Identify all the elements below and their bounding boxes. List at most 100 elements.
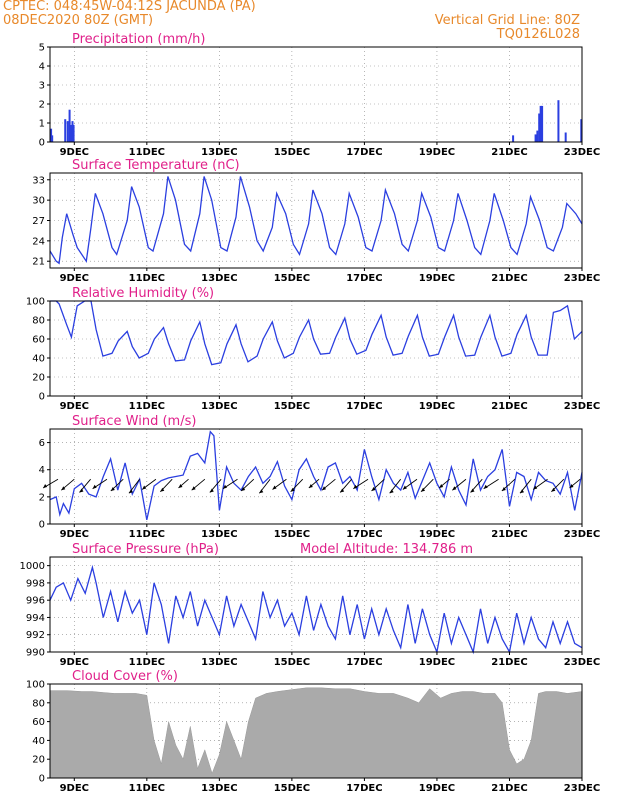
panel-4: 990 992 994 996 998 1000 9DEC 11DEC 13DEC 15DEC 17…	[20, 542, 601, 668]
y-tick-label: 996	[26, 596, 45, 607]
x-tick-label: 17DEC	[346, 273, 382, 284]
vertical-grid-note: Vertical Grid Line: 80Z	[434, 13, 580, 28]
y-tick-label: 40	[32, 736, 45, 747]
wind-arrowhead	[61, 486, 66, 491]
x-tick-label: 23DEC	[564, 401, 600, 412]
y-tick-label: 2	[39, 100, 45, 111]
x-tick-label: 13DEC	[201, 273, 237, 284]
wind-arrowhead	[402, 485, 407, 490]
panel-1: 21 24 27 30 33 9DEC 11DEC 13DEC 15DEC 17DEC 19DEC 2…	[32, 158, 600, 284]
x-tick-label: 23DEC	[564, 529, 600, 540]
model-id: TQ0126L028	[496, 27, 580, 42]
x-tick-label: 15DEC	[274, 529, 310, 540]
series-line	[49, 176, 583, 265]
y-tick-label: 33	[32, 175, 45, 186]
wind-arrowhead	[241, 486, 246, 491]
precip-bar	[564, 132, 567, 142]
y-tick-label: 30	[32, 196, 45, 207]
precip-bar	[72, 124, 75, 142]
panel-title: Surface Wind (m/s)	[72, 414, 196, 429]
x-tick-label: 19DEC	[419, 783, 455, 794]
x-tick-label: 19DEC	[419, 147, 455, 158]
panel-5: 0 20 40 60 80 100 9DEC 11DEC 13DEC 15DEC 17DEC 19DE…	[26, 669, 600, 794]
series-line	[49, 430, 583, 521]
run-date: 08DEC2020 80Z (GMT)	[3, 13, 154, 28]
x-tick-label: 11DEC	[129, 783, 165, 794]
y-tick-label: 5	[39, 43, 45, 54]
station-header: CPTEC: 048:45W-04:12S JACUNDA (PA)	[3, 0, 256, 14]
wind-arrowhead	[371, 486, 376, 491]
wind-arrowhead	[222, 484, 227, 489]
wind-arrowhead	[209, 488, 214, 493]
y-tick-label: 60	[32, 335, 45, 346]
y-tick-label: 60	[32, 717, 45, 728]
x-tick-label: 13DEC	[201, 147, 237, 158]
x-tick-label: 9DEC	[60, 273, 89, 284]
precip-bar	[534, 134, 537, 142]
model-altitude: Model Altitude: 134.786 m	[300, 542, 473, 557]
wind-arrowhead	[340, 488, 345, 493]
precip-bar	[50, 128, 53, 142]
y-tick-label: 992	[26, 630, 45, 641]
x-tick-label: 17DEC	[346, 147, 382, 158]
x-tick-label: 9DEC	[60, 657, 89, 668]
wind-arrowhead	[439, 483, 444, 488]
wind-arrowhead	[322, 486, 327, 491]
x-tick-label: 11DEC	[129, 401, 165, 412]
x-tick-label: 23DEC	[564, 783, 600, 794]
y-tick-label: 100	[26, 297, 45, 308]
wind-arrowhead	[142, 485, 147, 490]
wind-arrowhead	[160, 487, 165, 492]
x-tick-label: 17DEC	[346, 783, 382, 794]
x-tick-label: 17DEC	[346, 657, 382, 668]
precip-bar	[538, 113, 541, 142]
y-tick-label: 4	[39, 62, 45, 73]
panel-title: Surface Pressure (hPa)	[72, 542, 219, 557]
cloud-cover-area	[49, 687, 583, 779]
wind-arrowhead	[551, 487, 556, 492]
wind-arrowhead	[290, 487, 295, 492]
panel-title: Precipitation (mm/h)	[72, 32, 205, 47]
panel-frame	[49, 428, 583, 525]
wind-arrowhead	[533, 485, 538, 490]
y-tick-label: 4	[39, 465, 45, 476]
x-tick-label: 11DEC	[129, 273, 165, 284]
precip-bar	[536, 130, 539, 142]
x-tick-label: 11DEC	[129, 657, 165, 668]
precip-bar	[64, 119, 67, 142]
wind-arrowhead	[272, 485, 277, 490]
y-tick-label: 3	[39, 81, 45, 92]
panel-0: 0 1 2 3 4 5 9DEC 11DEC 13DEC 15DEC 17DEC 19DEC 21DEC…	[39, 32, 601, 158]
x-tick-label: 21DEC	[491, 147, 527, 158]
x-tick-label: 11DEC	[129, 529, 165, 540]
x-tick-label: 15DEC	[274, 401, 310, 412]
precip-bar	[580, 119, 583, 142]
wind-arrowhead	[43, 483, 48, 488]
wind-arrowhead	[110, 486, 115, 491]
x-tick-label: 17DEC	[346, 529, 382, 540]
x-tick-label: 15DEC	[274, 657, 310, 668]
x-tick-label: 21DEC	[491, 657, 527, 668]
x-tick-label: 15DEC	[274, 273, 310, 284]
x-tick-label: 19DEC	[419, 273, 455, 284]
wind-arrowhead	[501, 486, 506, 491]
x-tick-label: 13DEC	[201, 401, 237, 412]
wind-arrowhead	[470, 488, 475, 493]
x-tick-label: 13DEC	[201, 657, 237, 668]
x-tick-label: 19DEC	[419, 657, 455, 668]
x-tick-label: 13DEC	[201, 529, 237, 540]
panel-3: 0 2 4 6 9DEC 11DEC 13DEC 15DEC 17DEC 19DEC 21DEC 23…	[39, 414, 601, 540]
panel-title: Relative Humidity (%)	[72, 286, 214, 301]
x-tick-label: 15DEC	[274, 783, 310, 794]
wind-arrowhead	[353, 484, 358, 489]
wind-arrowhead	[79, 488, 84, 493]
x-tick-label: 9DEC	[60, 783, 89, 794]
y-tick-label: 2	[39, 492, 45, 503]
y-tick-label: 40	[32, 354, 45, 365]
y-tick-label: 6	[39, 438, 45, 449]
y-tick-label: 0	[39, 520, 45, 531]
x-tick-label: 19DEC	[419, 529, 455, 540]
wind-arrowhead	[308, 483, 313, 488]
x-tick-label: 21DEC	[491, 401, 527, 412]
